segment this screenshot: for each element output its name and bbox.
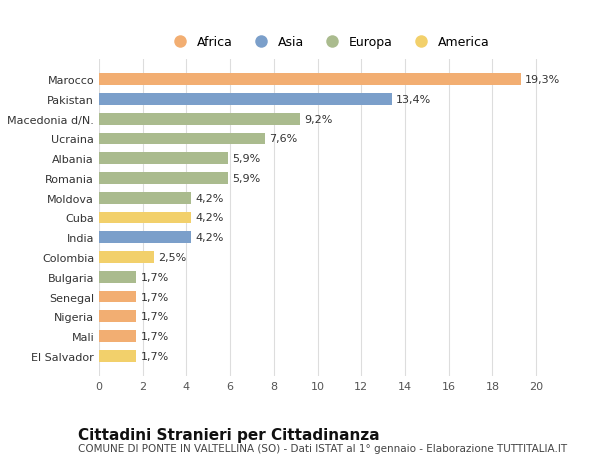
Text: Cittadini Stranieri per Cittadinanza: Cittadini Stranieri per Cittadinanza: [78, 427, 380, 442]
Text: 5,9%: 5,9%: [232, 154, 260, 164]
Bar: [99, 212, 191, 224]
Bar: [99, 173, 228, 185]
Bar: [99, 133, 265, 145]
Bar: [99, 350, 136, 362]
Bar: [99, 153, 228, 165]
Bar: [99, 271, 136, 283]
Bar: [99, 232, 191, 244]
Text: 19,3%: 19,3%: [525, 75, 560, 85]
Text: 4,2%: 4,2%: [195, 193, 224, 203]
Bar: [99, 94, 392, 106]
Bar: [99, 311, 136, 323]
Text: 5,9%: 5,9%: [232, 174, 260, 184]
Text: 2,5%: 2,5%: [158, 252, 186, 263]
Text: COMUNE DI PONTE IN VALTELLINA (SO) - Dati ISTAT al 1° gennaio - Elaborazione TUT: COMUNE DI PONTE IN VALTELLINA (SO) - Dat…: [78, 443, 567, 453]
Bar: [99, 291, 136, 303]
Text: 1,7%: 1,7%: [140, 312, 169, 322]
Text: 9,2%: 9,2%: [304, 114, 333, 124]
Text: 4,2%: 4,2%: [195, 233, 224, 243]
Bar: [99, 252, 154, 263]
Text: 13,4%: 13,4%: [396, 95, 431, 105]
Text: 4,2%: 4,2%: [195, 213, 224, 223]
Bar: [99, 74, 521, 86]
Text: 1,7%: 1,7%: [140, 331, 169, 341]
Bar: [99, 330, 136, 342]
Bar: [99, 192, 191, 204]
Text: 7,6%: 7,6%: [269, 134, 298, 144]
Legend: Africa, Asia, Europa, America: Africa, Asia, Europa, America: [162, 31, 495, 54]
Text: 1,7%: 1,7%: [140, 272, 169, 282]
Text: 1,7%: 1,7%: [140, 351, 169, 361]
Bar: [99, 113, 300, 125]
Text: 1,7%: 1,7%: [140, 292, 169, 302]
